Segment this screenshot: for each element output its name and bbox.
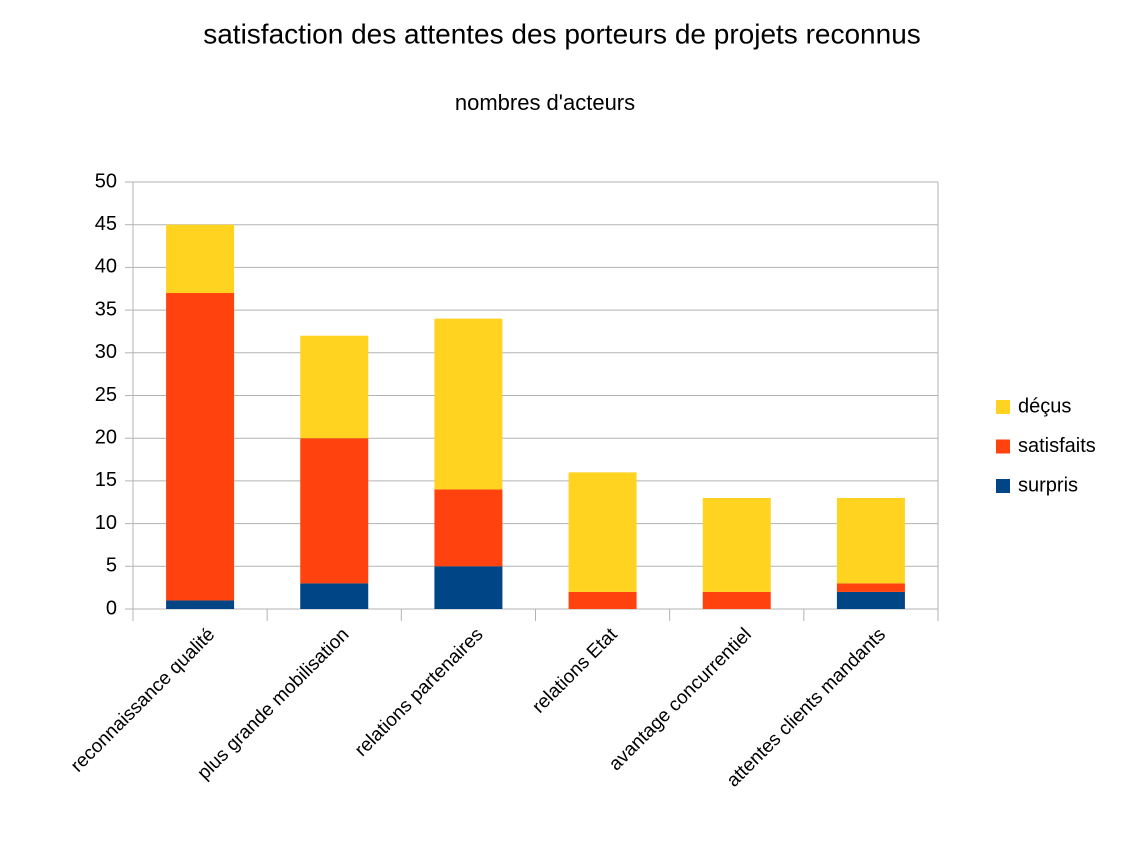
y-tick-label: 30 (95, 341, 117, 363)
y-tick-label: 50 (95, 170, 117, 192)
x-tick-label: plus grande mobilisation (194, 624, 354, 784)
y-tick-label: 40 (95, 256, 117, 278)
y-tick-label: 35 (95, 298, 117, 320)
bar-segment (702, 591, 771, 609)
bar-segment (434, 566, 503, 609)
bar-segment (836, 591, 905, 609)
bar-segment (166, 600, 235, 609)
y-tick-label: 25 (95, 384, 117, 406)
chart-title: satisfaction des attentes des porteurs d… (203, 18, 921, 49)
bar-segment (434, 318, 503, 490)
y-tick-label: 5 (106, 555, 117, 577)
bar-segment (836, 583, 905, 592)
x-tick-label: reconnaissance qualité (67, 624, 219, 776)
legend-swatch (996, 400, 1010, 414)
bar-segment (568, 472, 637, 592)
y-tick-label: 10 (95, 512, 117, 534)
legend-swatch (996, 439, 1010, 454)
x-tick-label: relations Etat (528, 624, 622, 718)
legend-swatch (996, 479, 1010, 493)
bar-segment (166, 224, 235, 294)
bar-segment (434, 489, 503, 567)
x-tick-label: avantage concurrentiel (605, 624, 756, 775)
bar-segment (702, 497, 771, 592)
bar-segment (300, 335, 369, 439)
y-tick-label: 15 (95, 469, 117, 491)
y-tick-label: 45 (95, 213, 117, 235)
y-tick-label: 0 (106, 597, 117, 619)
bar-segment (568, 591, 637, 609)
x-tick-label: attentes clients mandants (723, 624, 890, 791)
bar-segment (300, 583, 369, 609)
bar-segment (836, 497, 905, 584)
bar-segment (166, 293, 235, 601)
x-tick-label: relations partenaires (351, 624, 488, 761)
legend-label: déçus (1018, 395, 1071, 417)
legend-label: satisfaits (1018, 435, 1096, 457)
legend-label: surpris (1018, 474, 1078, 496)
bar-segment (300, 438, 369, 584)
y-tick-label: 20 (95, 426, 117, 448)
chart-subtitle: nombres d'acteurs (455, 90, 635, 115)
